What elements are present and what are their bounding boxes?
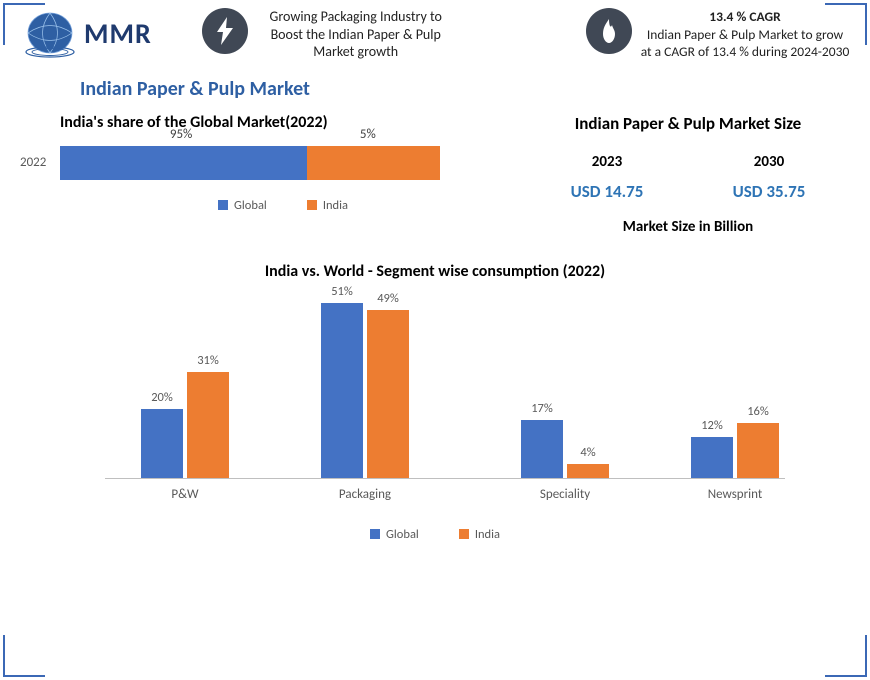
bolt-icon xyxy=(202,8,248,54)
segment-chart-legend: Global India xyxy=(0,527,870,542)
bar-value-label: 12% xyxy=(691,418,733,433)
flame-icon xyxy=(586,8,632,54)
header-info-1: Growing Packaging Industry to Boost the … xyxy=(202,8,576,61)
main-title: Indian Paper & Pulp Market xyxy=(80,77,870,101)
bar-value-label: 49% xyxy=(367,291,409,306)
legend-swatch xyxy=(459,529,469,539)
cagr-title: 13.4 % CAGR xyxy=(640,8,850,26)
bar xyxy=(691,437,733,478)
bar xyxy=(141,409,183,477)
cagr-body: Indian Paper & Pulp Market to grow at a … xyxy=(640,26,850,61)
legend-item: India xyxy=(307,198,348,213)
share-chart-segment xyxy=(307,146,440,180)
share-chart-segment xyxy=(60,146,307,180)
legend-label: Global xyxy=(234,198,267,213)
market-size-values: USD 14.75 USD 35.75 xyxy=(526,181,850,202)
legend-item: India xyxy=(459,527,500,542)
bar xyxy=(567,464,609,478)
market-size-years: 2023 2030 xyxy=(526,153,850,171)
segment-chart: 20%31%P&W51%49%Packaging17%4%Speciality1… xyxy=(65,291,805,521)
bar-value-label: 17% xyxy=(521,401,563,416)
legend-swatch xyxy=(370,529,380,539)
share-chart: 2022 95%5% xyxy=(20,146,506,180)
header-info-2: 13.4 % CAGR Indian Paper & Pulp Market t… xyxy=(586,8,850,61)
corner-br xyxy=(825,635,867,677)
left-column: India's share of the Global Market(2022)… xyxy=(20,107,506,236)
share-chart-legend: Global India xyxy=(60,198,506,213)
share-chart-seg-label: 95% xyxy=(170,127,192,142)
legend-item: Global xyxy=(370,527,419,542)
market-size-year-1: 2030 xyxy=(754,153,784,171)
right-column: Indian Paper & Pulp Market Size 2023 203… xyxy=(506,107,850,236)
legend-swatch xyxy=(307,200,317,210)
bar-value-label: 20% xyxy=(141,390,183,405)
bar-value-label: 51% xyxy=(321,284,363,299)
share-chart-title: India's share of the Global Market(2022) xyxy=(60,113,506,132)
segment-chart-title: India vs. World - Segment wise consumpti… xyxy=(0,262,870,281)
share-chart-seg-label: 5% xyxy=(360,127,376,142)
bar-group-xlabel: P&W xyxy=(125,487,245,502)
legend-item: Global xyxy=(218,198,267,213)
bar xyxy=(321,303,363,477)
market-size-value-1: USD 35.75 xyxy=(733,181,806,202)
bar-value-label: 4% xyxy=(567,445,609,460)
bar-value-label: 31% xyxy=(187,353,229,368)
market-size-unit: Market Size in Billion xyxy=(526,218,850,236)
market-size-title: Indian Paper & Pulp Market Size xyxy=(526,113,850,135)
legend-label: Global xyxy=(386,527,419,542)
share-chart-bar: 95%5% xyxy=(60,146,440,180)
corner-tl xyxy=(3,3,45,45)
bar-group-xlabel: Packaging xyxy=(305,487,425,502)
bar-group-xlabel: Speciality xyxy=(505,487,625,502)
legend-swatch xyxy=(218,200,228,210)
logo-text: MMR xyxy=(84,16,152,51)
market-size-year-0: 2023 xyxy=(592,153,622,171)
corner-bl xyxy=(3,635,45,677)
bar xyxy=(367,310,409,477)
share-chart-ylabel: 2022 xyxy=(20,155,46,170)
header-info-text: Growing Packaging Industry to Boost the … xyxy=(256,8,456,61)
bar xyxy=(737,423,779,478)
bar-value-label: 16% xyxy=(737,404,779,419)
corner-tr xyxy=(825,3,867,45)
bar xyxy=(187,372,229,478)
bar-group-xlabel: Newsprint xyxy=(675,487,795,502)
cagr-text: 13.4 % CAGR Indian Paper & Pulp Market t… xyxy=(640,8,850,61)
legend-label: India xyxy=(475,527,500,542)
market-size-value-0: USD 14.75 xyxy=(571,181,644,202)
legend-label: India xyxy=(323,198,348,213)
content-row: India's share of the Global Market(2022)… xyxy=(0,107,870,236)
header: MMR Growing Packaging Industry to Boost … xyxy=(0,0,870,65)
segment-chart-plot: 20%31%P&W51%49%Packaging17%4%Speciality1… xyxy=(105,291,785,479)
bar xyxy=(521,420,563,478)
